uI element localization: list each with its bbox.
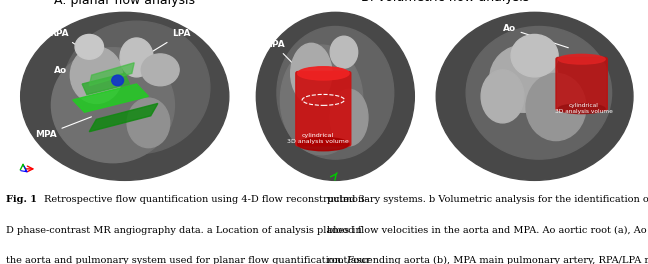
Ellipse shape <box>71 47 122 103</box>
Polygon shape <box>73 84 148 112</box>
Text: Retrospective flow quantification using 4-D flow reconstructed 3-: Retrospective flow quantification using … <box>44 195 368 204</box>
Ellipse shape <box>127 98 170 148</box>
Polygon shape <box>89 103 158 132</box>
Ellipse shape <box>257 12 414 180</box>
Text: pulmonary systems. b Volumetric analysis for the identification of peak: pulmonary systems. b Volumetric analysis… <box>327 195 648 204</box>
Ellipse shape <box>281 45 363 155</box>
Text: D phase-contrast MR angiography data. a Location of analysis planes in: D phase-contrast MR angiography data. a … <box>6 226 362 235</box>
Text: B: volumetric flow analysis: B: volumetric flow analysis <box>362 0 529 4</box>
Ellipse shape <box>436 12 633 180</box>
Ellipse shape <box>111 75 124 86</box>
Ellipse shape <box>297 138 349 151</box>
Ellipse shape <box>466 26 612 159</box>
Text: root/ascending aorta (b), MPA main pulmonary artery, RPA/LPA right/left: root/ascending aorta (b), MPA main pulmo… <box>327 256 648 264</box>
Polygon shape <box>89 63 134 86</box>
Ellipse shape <box>64 21 210 154</box>
Ellipse shape <box>277 26 394 159</box>
Ellipse shape <box>51 48 174 163</box>
Ellipse shape <box>75 35 104 59</box>
Text: Fig. 1: Fig. 1 <box>6 195 38 204</box>
Ellipse shape <box>490 45 558 112</box>
Text: MPA: MPA <box>35 117 91 139</box>
Ellipse shape <box>511 34 558 77</box>
Ellipse shape <box>558 104 605 114</box>
Text: MPA: MPA <box>263 40 306 77</box>
Ellipse shape <box>21 12 229 180</box>
Text: Ao: Ao <box>54 66 100 80</box>
FancyBboxPatch shape <box>556 58 607 111</box>
Title: A: planar flow analysis: A: planar flow analysis <box>54 0 195 7</box>
Ellipse shape <box>120 38 153 77</box>
Text: Ao: Ao <box>503 24 568 48</box>
Text: the aorta and pulmonary system used for planar flow quantification. Four: the aorta and pulmonary system used for … <box>6 256 371 264</box>
Ellipse shape <box>526 73 586 140</box>
Text: LPA: LPA <box>151 29 191 53</box>
Ellipse shape <box>330 89 368 146</box>
Text: blood flow velocities in the aorta and MPA. Ao aortic root (a), Ao aortic: blood flow velocities in the aorta and M… <box>327 226 648 235</box>
Ellipse shape <box>558 54 605 64</box>
FancyBboxPatch shape <box>296 72 351 146</box>
Text: cylindrical
3D analysis volume: cylindrical 3D analysis volume <box>555 103 613 114</box>
Ellipse shape <box>481 70 524 123</box>
Ellipse shape <box>330 36 358 68</box>
Text: RPA: RPA <box>49 29 82 49</box>
Text: cylindrical
3D analysis volume: cylindrical 3D analysis volume <box>287 133 349 144</box>
Ellipse shape <box>141 54 179 86</box>
Ellipse shape <box>297 67 349 80</box>
Polygon shape <box>82 73 130 95</box>
Ellipse shape <box>291 43 332 103</box>
